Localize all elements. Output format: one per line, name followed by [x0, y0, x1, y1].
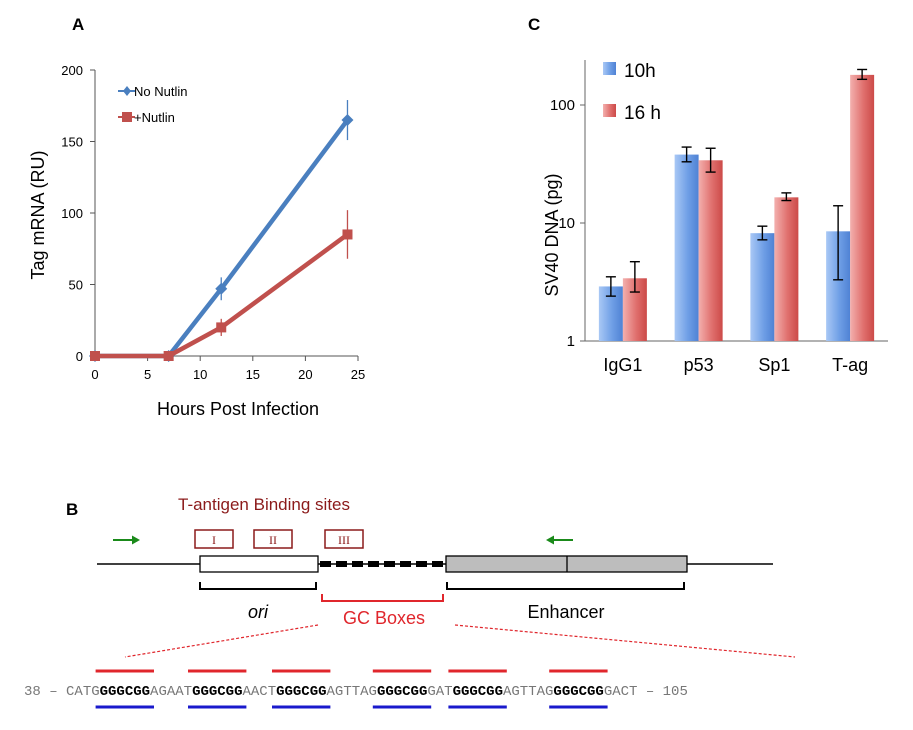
zoom-line-right — [454, 624, 796, 658]
panel-a-ytick-label: 150 — [61, 135, 83, 150]
panel-c: C 1 10 100 IgG1 p53 Sp1 T-ag SV40 DNA (pg) 10… — [528, 15, 888, 375]
seq-start-number: 38 – — [24, 684, 66, 700]
gc-boxes-label: GC Boxes — [343, 608, 425, 628]
binding-site-1 — [194, 529, 234, 549]
seq-spacer: CATG — [66, 684, 100, 700]
legend-plus-nutlin-marker — [122, 112, 132, 122]
panel-b-letter: B — [66, 500, 78, 519]
seq-spacer: GACT — [604, 684, 638, 700]
panel-c-ytick-label: 100 — [550, 97, 575, 114]
panel-a-xtick-label: 5 — [144, 367, 151, 382]
binding-site-2-label: II — [269, 533, 277, 547]
panel-a-xtick-label: 20 — [298, 367, 312, 382]
ori-label: ori — [248, 602, 269, 622]
panel-a-ytick-label: 100 — [61, 206, 83, 221]
ori-box — [199, 555, 319, 573]
panel-c-category-label: Sp1 — [758, 355, 790, 375]
data-point-square — [90, 351, 100, 361]
panel-b: B T-antigen Binding sites I II III ori G… — [24, 495, 796, 709]
panel-a-letter: A — [72, 15, 84, 34]
panel-a-ticks: 0 5 10 15 20 25 0 50 100 150 200 — [61, 63, 365, 382]
bar-Sp1-1 — [774, 197, 799, 341]
gc-box-motif: GGGCGG — [553, 684, 603, 700]
reverse-primer-arrow — [546, 535, 573, 545]
legend-16h-swatch — [603, 104, 616, 117]
panel-a-ytick-label: 0 — [76, 349, 83, 364]
panel-a-legend: No Nutlin +Nutlin — [118, 84, 187, 125]
panel-a-xtick-label: 25 — [351, 367, 365, 382]
zoom-line-left — [124, 624, 319, 658]
legend-16h-label: 16 h — [624, 103, 661, 124]
panel-a: A 0 5 10 15 20 25 0 50 100 150 200 Hours Post Infe… — [28, 15, 365, 419]
panel-c-category-label: T-ag — [832, 355, 868, 375]
data-point-diamond — [341, 114, 354, 127]
data-point-square — [216, 322, 227, 333]
bar-p53-1 — [698, 160, 723, 341]
forward-primer-arrow — [113, 535, 140, 545]
enhancer-bracket — [446, 582, 685, 590]
seq-spacer: AGTTAG — [503, 684, 553, 700]
series-line-1 — [95, 232, 349, 359]
ori-bracket — [199, 582, 317, 590]
panel-a-xtick-label: 15 — [246, 367, 260, 382]
panel-a-xlabel: Hours Post Infection — [157, 399, 319, 419]
panel-a-xtick-label: 10 — [193, 367, 207, 382]
gc-box-motif: GGGCGG — [453, 684, 503, 700]
panel-a-ytick-label: 50 — [69, 278, 83, 293]
data-point-diamond — [215, 282, 228, 295]
panel-a-series — [89, 100, 354, 362]
gc-box-motif: GGGCGG — [276, 684, 326, 700]
legend-10h-label: 10h — [624, 61, 656, 82]
seq-end-number: – 105 — [637, 684, 687, 700]
panel-c-category-label: IgG1 — [603, 355, 642, 375]
data-point-square — [163, 351, 174, 361]
binding-site-1-label: I — [212, 533, 216, 547]
seq-spacer: AGAAT — [150, 684, 192, 700]
binding-site-3-label: III — [338, 533, 350, 547]
legend-10h-swatch — [603, 62, 616, 75]
sequence-text: 38 – CATGGGGCGGAGAATGGGCGGAACTGGGCGGAGTT… — [24, 684, 688, 700]
bar-T-ag-1 — [850, 74, 875, 342]
seq-spacer: GAT — [427, 684, 452, 700]
enhancer-label: Enhancer — [527, 602, 604, 622]
panel-a-ylabel: Tag mRNA (RU) — [28, 150, 48, 279]
gc-box-motif: GGGCGG — [192, 684, 242, 700]
binding-site-2 — [253, 529, 293, 549]
bar-Sp1-0 — [750, 233, 775, 341]
legend-no-nutlin-marker — [123, 86, 131, 96]
panel-a-xtick-label: 0 — [91, 367, 98, 382]
gc-bracket — [321, 594, 444, 602]
panel-c-bars: IgG1 p53 Sp1 T-ag — [598, 68, 875, 375]
seq-spacer: AGTTAG — [327, 684, 377, 700]
panel-c-ytick-label: 1 — [567, 333, 575, 350]
t-antigen-title: T-antigen Binding sites — [178, 495, 350, 514]
panel-c-letter: C — [528, 15, 540, 34]
legend-plus-nutlin-label: +Nutlin — [134, 110, 175, 125]
panel-c-ytick-label: 10 — [558, 215, 575, 232]
gc-box-motif: GGGCGG — [377, 684, 427, 700]
seq-spacer: AACT — [242, 684, 276, 700]
panel-c-legend: 10h 16 h — [603, 61, 661, 124]
bar-p53-0 — [674, 154, 699, 341]
panel-c-ylabel: SV40 DNA (pg) — [542, 173, 562, 296]
binding-site-3 — [324, 529, 364, 549]
panel-a-ytick-label: 200 — [61, 63, 83, 78]
gc-box-motif: GGGCGG — [100, 684, 150, 700]
gc-sequence: 38 – CATGGGGCGGAGAATGGGCGGAACTGGGCGGAGTT… — [24, 669, 688, 709]
panel-c-category-label: p53 — [684, 355, 714, 375]
legend-no-nutlin-label: No Nutlin — [134, 84, 187, 99]
data-point-square — [342, 229, 353, 240]
